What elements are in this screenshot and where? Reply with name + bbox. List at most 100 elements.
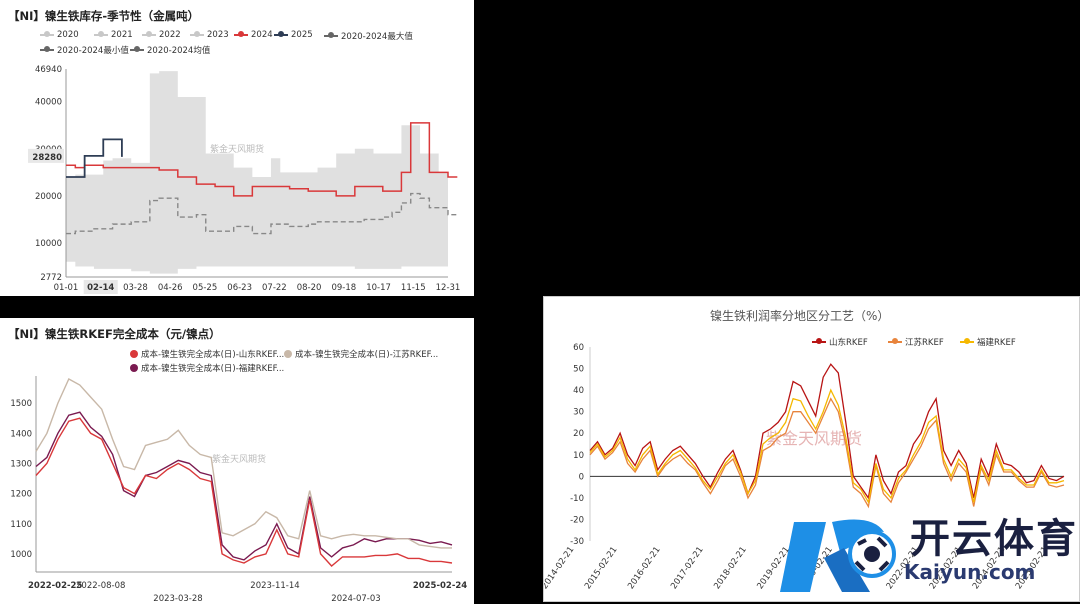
chart1-legend-0-label: 2020 bbox=[57, 30, 79, 40]
chart1-y-tick-1: 10000 bbox=[35, 239, 62, 249]
chart2-legend-0-marker bbox=[130, 350, 138, 358]
chart1-y-tick-2: 20000 bbox=[35, 192, 62, 202]
chart1-x-tick-0: 01-01 bbox=[54, 283, 79, 293]
chart1-series-2025 bbox=[66, 138, 123, 178]
chart1-x-tick-3: 04-26 bbox=[158, 283, 183, 293]
chart3-y-tick-6: 30 bbox=[573, 408, 584, 418]
chart3-y-tick-8: 50 bbox=[573, 365, 584, 375]
chart2-series-2 bbox=[35, 411, 453, 561]
chart1-legend-8[interactable]: 2020-2024均值 bbox=[130, 44, 210, 56]
chart2-legend-2-marker bbox=[130, 364, 138, 372]
chart3-y-tick-7: 40 bbox=[573, 386, 584, 396]
chart2-y-tick-5: 1500 bbox=[10, 399, 32, 409]
chart1-legend-0-marker bbox=[40, 31, 54, 37]
chart1-series-2024 bbox=[66, 122, 458, 197]
chart3-y-tick-4: 10 bbox=[573, 451, 584, 461]
chart3-y-tick-0: -30 bbox=[570, 537, 584, 547]
chart3-x-tick-4: 2018-02-21 bbox=[712, 545, 749, 591]
chart1-legend-2-label: 2022 bbox=[159, 30, 181, 40]
chart1-title: 【NI】镍生铁库存-季节性（金属吨） bbox=[8, 9, 200, 23]
chart1-x-tick-5: 06-23 bbox=[227, 283, 252, 293]
chart3-y-tick-9: 60 bbox=[573, 343, 584, 353]
chart1-y-tick-4: 40000 bbox=[35, 98, 62, 108]
chart3-x-tick-3: 2017-02-21 bbox=[669, 545, 706, 591]
chart2-legend-2-label: 成本-镍生铁完全成本(日)-福建RKEF... bbox=[141, 364, 285, 374]
chart1-y-tick-5: 46940 bbox=[35, 65, 62, 75]
chart1-legend-4-marker bbox=[234, 31, 248, 37]
chart1-x-tick-1: 02-14 bbox=[87, 283, 114, 293]
chart2-legend-0[interactable]: 成本-镍生铁完全成本(日)-山东RKEF... bbox=[130, 348, 284, 360]
chart2-legend-2[interactable]: 成本-镍生铁完全成本(日)-福建RKEF... bbox=[130, 362, 284, 374]
chart1-legend-4-label: 2024 bbox=[251, 30, 273, 40]
chart3-legend-0-marker bbox=[812, 338, 826, 344]
chart1-legend-5[interactable]: 2025 bbox=[274, 30, 313, 40]
chart1-legend-2[interactable]: 2022 bbox=[142, 30, 181, 40]
chart1-x-tick-6: 07-22 bbox=[262, 283, 287, 293]
chart3-legend-1-marker bbox=[888, 338, 902, 344]
chart1-x-tick-8: 09-18 bbox=[331, 283, 356, 293]
chart1-legend-1-marker bbox=[94, 31, 108, 37]
chart1-legend-5-marker bbox=[274, 31, 288, 37]
chart1-legend-7-label: 2020-2024最小值 bbox=[57, 46, 129, 56]
chart1-x-tick-9: 10-17 bbox=[366, 283, 391, 293]
chart2-y-tick-2: 1200 bbox=[10, 490, 32, 500]
chart1-x-tick-11: 12-31 bbox=[436, 283, 461, 293]
chart1-y-highlight-box bbox=[28, 148, 64, 163]
inventory-chart-panel: 【NI】镍生铁库存-季节性（金属吨） 2020 2021 2022 2023 2024 2… bbox=[0, 0, 474, 296]
kaiyun-k-logo-icon bbox=[780, 519, 896, 592]
chart3-legend-1-label: 江苏RKEF bbox=[905, 338, 944, 348]
chart2-x-tick-r1-3: 2025-02-24 bbox=[413, 581, 467, 591]
chart2-x-tick-r2-0: 2023-03-28 bbox=[153, 594, 202, 604]
chart2-y-tick-0: 1000 bbox=[10, 550, 32, 560]
chart1-range-band bbox=[66, 71, 448, 274]
chart2-x-tick-r1-1: 2022-08-08 bbox=[76, 581, 125, 591]
chart3-legend-0[interactable]: 山东RKEF bbox=[812, 336, 868, 348]
chart2-svg: 1000 1100 1200 1300 1400 1500 2022-02-252022-0… bbox=[10, 376, 467, 604]
chart2-title: 【NI】镍生铁RKEF完全成本（元/镍点） bbox=[8, 327, 221, 341]
chart1-legend-6[interactable]: 2020-2024最大值 bbox=[324, 30, 413, 42]
chart1-legend-7[interactable]: 2020-2024最小值 bbox=[40, 44, 129, 56]
chart2-watermark: 紫金天风期货 bbox=[212, 455, 267, 465]
chart1-legend-3-marker bbox=[190, 31, 204, 37]
chart2-y-tick-3: 1300 bbox=[10, 459, 32, 469]
chart3-legend-1[interactable]: 江苏RKEF bbox=[888, 336, 944, 348]
chart1-legend-1-label: 2021 bbox=[111, 30, 133, 40]
chart1-legend-0[interactable]: 2020 bbox=[40, 30, 79, 40]
chart1-x-tick-4: 05-25 bbox=[193, 283, 218, 293]
chart2-y-tick-1: 1100 bbox=[10, 520, 32, 530]
chart2-series-1 bbox=[35, 378, 452, 549]
chart1-legend-6-label: 2020-2024最大值 bbox=[341, 32, 413, 42]
chart2-legend-1[interactable]: 成本-镍生铁完全成本(日)-江苏RKEF... bbox=[284, 348, 438, 360]
chart3-legend-2-marker bbox=[960, 338, 974, 344]
chart3-y-tick-1: -20 bbox=[570, 515, 584, 525]
chart2-x-tick-r1-2: 2023-11-14 bbox=[250, 581, 299, 591]
chart1-x-tick-7: 08-20 bbox=[297, 283, 322, 293]
chart3-title: 镍生铁利润率分地区分工艺（%） bbox=[710, 309, 890, 323]
chart1-x-tick-2: 03-28 bbox=[123, 283, 148, 293]
chart1-legend-4[interactable]: 2024 bbox=[234, 30, 273, 40]
chart1-legend-1[interactable]: 2021 bbox=[94, 30, 133, 40]
chart1-legend-8-label: 2020-2024均值 bbox=[147, 46, 211, 56]
profit-chart-panel: 镍生铁利润率分地区分工艺（%） 山东RKEF 江苏RKEF 福建RKEF 紫金天风期… bbox=[543, 296, 1080, 602]
chart1-legend-3-label: 2023 bbox=[207, 30, 229, 40]
chart2-legend-0-label: 成本-镍生铁完全成本(日)-山东RKEF... bbox=[141, 350, 285, 360]
chart2-x-tick-r1-0: 2022-02-25 bbox=[28, 581, 82, 591]
chart3-x-tick-2: 2016-02-21 bbox=[626, 545, 663, 591]
chart3-legend-0-label: 山东RKEF bbox=[829, 338, 868, 348]
chart1-legend-6-marker bbox=[324, 32, 338, 38]
chart3-series-0 bbox=[589, 363, 1065, 500]
chart1-legend-8-marker bbox=[130, 46, 144, 52]
chart2-x-tick-r2-1: 2024-07-03 bbox=[331, 594, 380, 604]
chart1-svg: 2772100002000030000400004694001-0102-140… bbox=[28, 65, 461, 294]
chart3-series-1 bbox=[589, 397, 1065, 509]
chart1-watermark: 紫金天风期货 bbox=[210, 145, 265, 155]
chart3-legend-2[interactable]: 福建RKEF bbox=[960, 336, 1016, 348]
chart1-legend-3[interactable]: 2023 bbox=[190, 30, 229, 40]
chart1-legend-5-label: 2025 bbox=[291, 30, 313, 40]
chart1-y-tick-0: 2772 bbox=[40, 273, 62, 283]
kaiyun-logo: 开云体育 Kaiyun.com bbox=[780, 492, 1080, 604]
chart1-x-highlight-box bbox=[83, 280, 118, 294]
kaiyun-en-name: Kaiyun.com bbox=[904, 560, 1036, 584]
cost-chart-panel: 【NI】镍生铁RKEF完全成本（元/镍点） 成本-镍生铁完全成本(日)-山东RK… bbox=[0, 318, 474, 604]
chart3-x-tick-0: 2014-02-21 bbox=[544, 545, 576, 591]
